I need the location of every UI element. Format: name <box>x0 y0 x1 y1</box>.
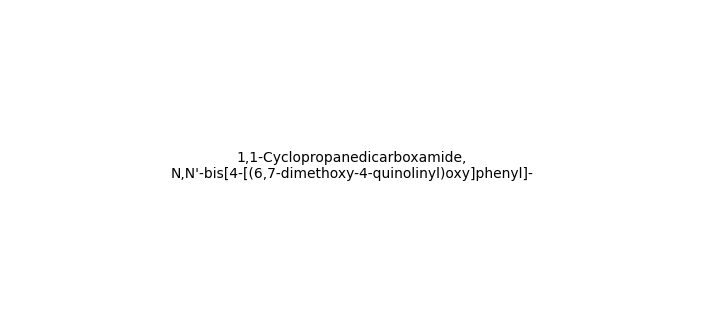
Text: 1,1-Cyclopropanedicarboxamide,
N,N'-bis[4-[(6,7-dimethoxy-4-quinolinyl)oxy]pheny: 1,1-Cyclopropanedicarboxamide, N,N'-bis[… <box>170 151 534 181</box>
